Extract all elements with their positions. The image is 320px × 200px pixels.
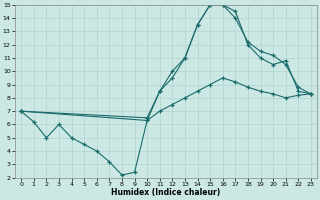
X-axis label: Humidex (Indice chaleur): Humidex (Indice chaleur)	[111, 188, 221, 197]
